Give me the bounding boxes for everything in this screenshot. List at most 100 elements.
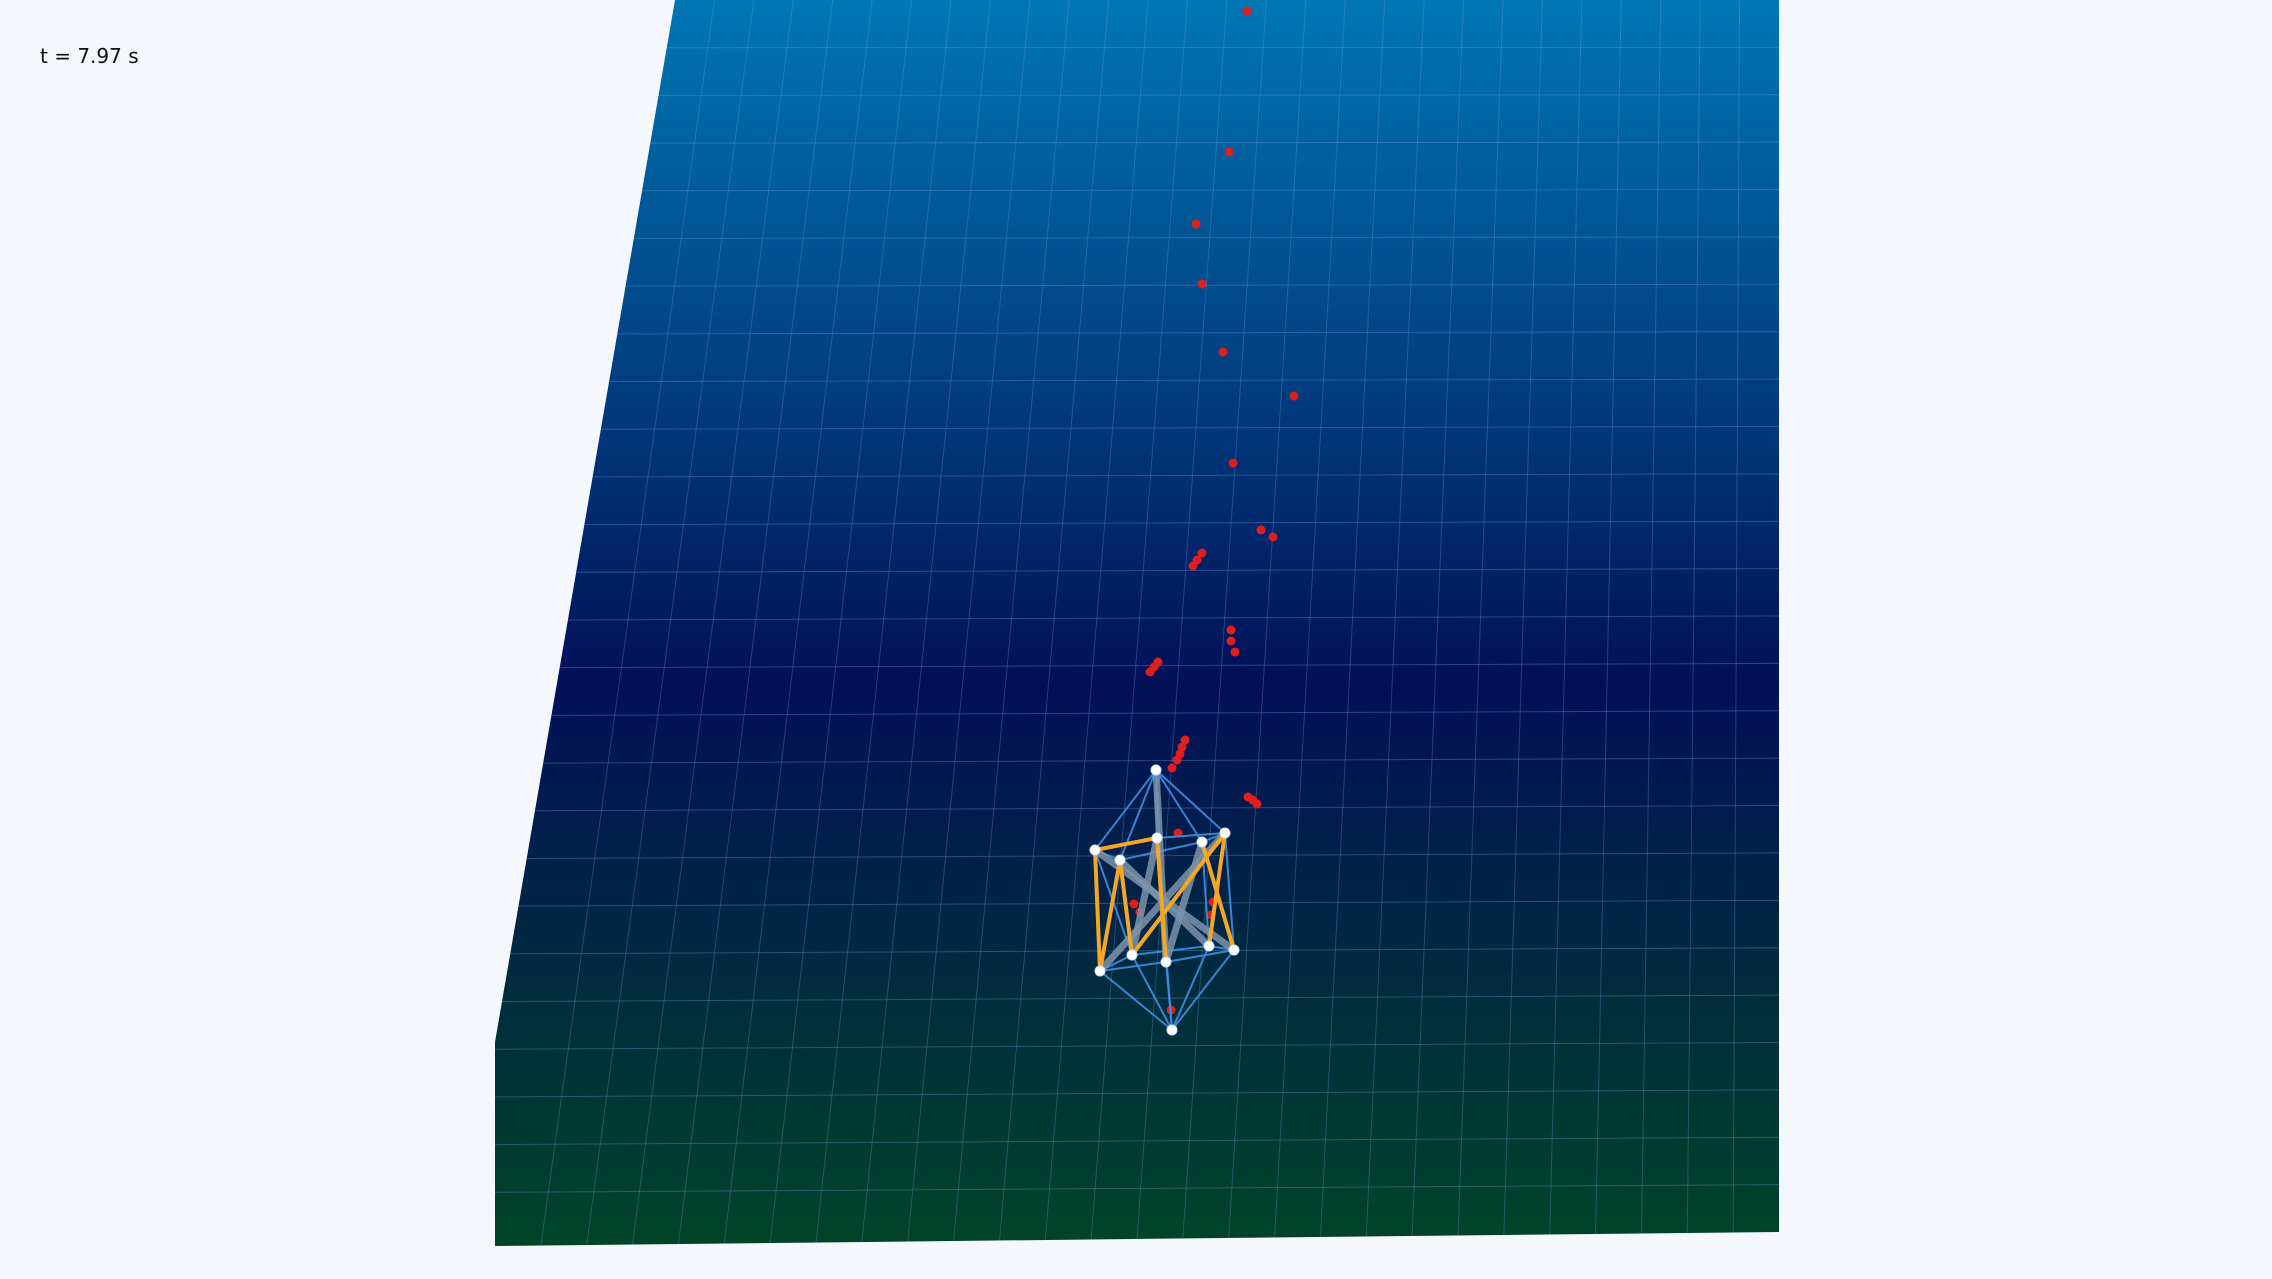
trail-point: [1129, 899, 1139, 909]
grid-column-line: [998, 0, 1110, 1241]
trail-point: [1230, 647, 1240, 657]
trail-point: [1188, 561, 1198, 571]
grid-column-line: [586, 0, 755, 1246]
grid-column-line: [1640, 0, 1662, 1234]
structure-node: [1166, 1024, 1178, 1036]
grid-row-line: [617, 331, 1780, 335]
orange-strut: [1093, 848, 1102, 973]
cable: [1094, 769, 1157, 851]
structure-node: [1094, 965, 1106, 977]
grid-row-line: [600, 425, 1780, 430]
ground-grid: [494, 0, 1780, 1246]
structure-node: [1228, 944, 1240, 956]
structure-node: [1196, 836, 1208, 848]
cable: [1171, 949, 1235, 1031]
structure-node: [1151, 832, 1163, 844]
grid-row-line: [658, 94, 1780, 96]
grid-row-line: [609, 378, 1780, 383]
grid-row-line: [494, 1136, 1780, 1146]
grid-column-line: [1182, 0, 1267, 1239]
grid-column-line: [540, 0, 715, 1246]
grid-row-line: [633, 236, 1780, 239]
cable: [1131, 954, 1173, 1031]
grid-row-line: [518, 899, 1780, 907]
cable: [1165, 949, 1235, 963]
trail-point: [1289, 391, 1299, 401]
grid-column-line: [1274, 0, 1346, 1238]
trail-point: [1177, 742, 1187, 752]
trail-point: [1252, 799, 1262, 809]
cable: [1099, 961, 1167, 972]
ground-plane-surface: [495, 0, 1779, 1246]
trail-point: [1226, 625, 1236, 635]
grid-row-line: [494, 1041, 1780, 1050]
orange-strut: [1155, 836, 1168, 964]
structure-node: [1160, 956, 1172, 968]
trail-point: [1167, 763, 1177, 773]
grid-row-line: [543, 757, 1780, 764]
structure-node: [1150, 764, 1162, 776]
trajectory-trail: [1129, 6, 1299, 1015]
grid-column-line: [1549, 0, 1583, 1235]
structure-node: [1089, 844, 1101, 856]
tensegrity-structure: [1089, 764, 1240, 1036]
grid-row-line: [559, 662, 1780, 669]
structure-node: [1114, 854, 1126, 866]
grid-column-line: [1044, 0, 1149, 1241]
grid-column-line: [1090, 0, 1189, 1240]
trail-point: [1228, 458, 1238, 468]
orange-strut-set: [1093, 831, 1236, 973]
trail-point: [1242, 6, 1252, 16]
grid-column-line: [1319, 0, 1386, 1238]
trail-point: [1197, 279, 1207, 289]
grid-column-line: [953, 0, 1070, 1242]
cable: [1099, 970, 1173, 1031]
structure-node: [1219, 827, 1231, 839]
grid-column-line: [677, 0, 834, 1245]
grid-row-line: [592, 473, 1780, 478]
trail-point: [1218, 347, 1228, 357]
grid-row-line: [551, 710, 1780, 716]
grid-row-line: [510, 947, 1780, 955]
cable: [1155, 769, 1203, 843]
grid-column-line: [1732, 0, 1741, 1233]
structure-node: [1126, 949, 1138, 961]
grid-column-line: [861, 0, 991, 1243]
cable: [1156, 832, 1226, 839]
trail-point: [1256, 525, 1266, 535]
grid-column-line: [1411, 0, 1465, 1237]
trail-point: [1197, 548, 1207, 558]
grid-column-line: [769, 0, 913, 1244]
grid-column-line: [1136, 0, 1228, 1240]
cable: [1171, 945, 1210, 1031]
trail-point: [1224, 147, 1234, 157]
trail-point: [1145, 667, 1155, 677]
orange-strut: [1098, 858, 1122, 973]
orange-strut: [1093, 836, 1159, 852]
grid-row-line: [576, 568, 1780, 573]
grid-row-line: [650, 141, 1780, 144]
grid-column-line: [1686, 0, 1701, 1234]
structure-node: [1203, 940, 1215, 952]
simulation-time-label: t = 7.97 s: [40, 44, 139, 68]
grid-row-line: [501, 994, 1780, 1003]
trail-point: [1191, 219, 1201, 229]
trail-point: [1226, 636, 1236, 646]
grid-column-line: [1228, 0, 1307, 1239]
cable: [1224, 832, 1235, 951]
grid-column-line: [815, 0, 952, 1243]
grid-row-line: [567, 615, 1780, 621]
cable: [1155, 769, 1226, 834]
grid-column-line: [632, 0, 794, 1245]
trail-point: [1173, 828, 1183, 838]
grid-row-line: [584, 520, 1780, 526]
grid-column-line: [907, 0, 1031, 1242]
orange-strut: [1200, 840, 1236, 952]
grid-row-line: [494, 1089, 1780, 1098]
grid-column-line: [723, 0, 873, 1244]
grid-column-line: [1365, 0, 1425, 1237]
gray-strut: [1162, 838, 1206, 966]
grid-column-line: [1595, 0, 1622, 1235]
